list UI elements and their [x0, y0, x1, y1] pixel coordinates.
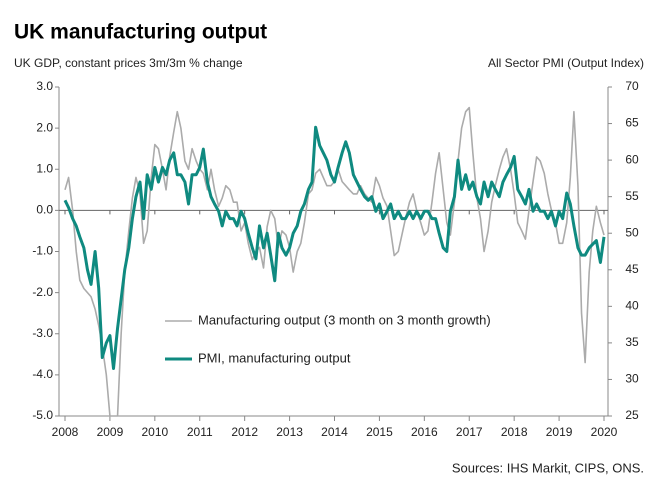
x-tick-label: 2013 [276, 425, 303, 439]
y-tick-label: 1.0 [36, 161, 53, 175]
data-line [63, 125, 606, 370]
x-tick-label: 2009 [97, 425, 124, 439]
y-axis-label: UK GDP, constant prices 3m/3m % change [14, 56, 243, 70]
y2-tick-label: 70 [625, 79, 639, 93]
x-tick-label: 2008 [52, 425, 79, 439]
x-tick-label: 2012 [231, 425, 258, 439]
y2-axis-label: All Sector PMI (Output Index) [488, 56, 644, 70]
source-note: Sources: IHS Markit, CIPS, ONS. [452, 460, 644, 475]
y-tick-label: -4.0 [32, 367, 53, 381]
x-tick-label: 2014 [321, 425, 348, 439]
x-tick-label: 2020 [591, 425, 618, 439]
y2-tick-label: 35 [625, 335, 639, 349]
legend-label: PMI, manufacturing output [198, 350, 351, 365]
y2-tick-label: 65 [625, 116, 639, 130]
y2-tick-label: 30 [625, 372, 639, 386]
x-tick-label: 2010 [141, 425, 168, 439]
x-tick-label: 2011 [187, 425, 213, 439]
x-tick-label: 2015 [366, 425, 393, 439]
y2-tick-label: 55 [625, 189, 639, 203]
x-tick-label: 2016 [411, 425, 438, 439]
legend-label: Manufacturing output (3 month on 3 month… [198, 312, 491, 327]
x-tick-label: 2017 [456, 425, 483, 439]
y2-tick-label: 45 [625, 262, 639, 276]
x-tick-label: 2018 [501, 425, 528, 439]
y-tick-label: -3.0 [32, 326, 53, 340]
y-tick-label: 2.0 [36, 120, 53, 134]
plot-area [63, 106, 606, 417]
x-tick-label: 2019 [546, 425, 573, 439]
y-tick-label: -5.0 [32, 408, 53, 422]
y2-tick-label: 50 [625, 225, 639, 239]
y2-tick-label: 25 [625, 408, 639, 422]
y2-tick-label: 40 [625, 299, 639, 313]
y-tick-label: 3.0 [36, 79, 53, 93]
chart-title: UK manufacturing output [14, 21, 267, 44]
y2-tick-label: 60 [625, 152, 639, 166]
y-tick-label: -1.0 [32, 244, 53, 258]
data-line [64, 106, 605, 417]
y-tick-label: 0.0 [36, 203, 53, 217]
y-tick-label: -2.0 [32, 285, 53, 299]
